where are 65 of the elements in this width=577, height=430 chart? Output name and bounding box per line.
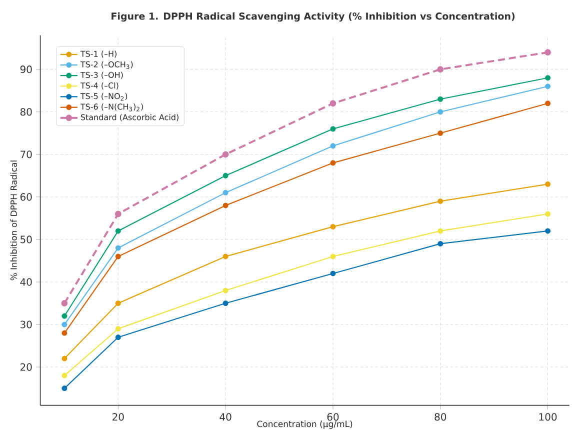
point <box>330 270 336 276</box>
x-axis-title: Concentration (µg/mL) <box>257 420 352 429</box>
y-tick-label: 50 <box>20 236 32 244</box>
point <box>438 96 444 102</box>
x-tick-label: 100 <box>539 413 557 421</box>
point <box>330 254 336 260</box>
legend-label: TS-4 (–Cl) <box>80 82 118 90</box>
point <box>545 181 551 187</box>
point <box>62 322 68 328</box>
point <box>115 245 121 251</box>
point <box>222 288 228 294</box>
point <box>438 240 444 246</box>
y-tick-label: 60 <box>20 193 32 201</box>
y-tick-label: 20 <box>20 363 32 371</box>
point <box>115 228 121 234</box>
point <box>222 254 228 260</box>
point <box>545 100 551 106</box>
point <box>222 172 228 178</box>
point <box>61 300 68 306</box>
point <box>330 224 336 230</box>
point <box>62 386 68 392</box>
point <box>437 66 444 73</box>
point <box>438 228 444 234</box>
point <box>330 126 336 132</box>
point <box>114 210 122 218</box>
point <box>438 130 444 136</box>
point <box>62 313 68 319</box>
point <box>62 372 68 378</box>
point <box>438 198 444 204</box>
point <box>115 326 121 332</box>
point <box>62 330 68 336</box>
point <box>115 334 121 340</box>
point <box>62 356 68 362</box>
chart-title: Figure 1. DPPH Radical Scavenging Activity (% Inhibition vs Concentration) <box>112 12 515 22</box>
legend-label: TS-3 (–OH) <box>80 72 123 79</box>
y-tick-label: 90 <box>20 66 32 74</box>
y-tick-label: 40 <box>20 278 32 286</box>
legend-label: TS-6 (–N(CH$_{3}$)$_{2}$) <box>80 103 143 112</box>
point <box>545 84 551 90</box>
point <box>545 211 551 217</box>
legend-label: TS-1 (–H) <box>80 50 116 58</box>
point <box>115 254 121 260</box>
point <box>222 151 229 158</box>
point <box>544 49 551 56</box>
point <box>222 190 228 196</box>
point <box>330 143 336 149</box>
point <box>222 202 228 208</box>
point <box>330 160 336 166</box>
point <box>545 75 551 81</box>
y-tick-label: 80 <box>20 108 32 116</box>
point <box>222 300 228 306</box>
y-tick-label: 30 <box>20 320 32 328</box>
x-tick-label: 40 <box>220 413 232 421</box>
legend-label: TS-5 (–NO$_{2}$) <box>80 92 128 101</box>
y-axis-title: % Inhibition of DPPH Radical <box>10 160 17 280</box>
point <box>545 228 551 234</box>
legend-label: Standard (Ascorbic Acid) <box>80 114 178 122</box>
legend-label: TS-2 (–OCH$_{3}$) <box>80 61 133 70</box>
y-tick-label: 70 <box>20 150 32 158</box>
point <box>330 100 336 107</box>
point <box>438 109 444 115</box>
x-tick-label: 20 <box>112 413 124 421</box>
x-tick-label: 60 <box>327 413 339 421</box>
x-tick-label: 80 <box>434 413 446 421</box>
point <box>115 300 121 306</box>
